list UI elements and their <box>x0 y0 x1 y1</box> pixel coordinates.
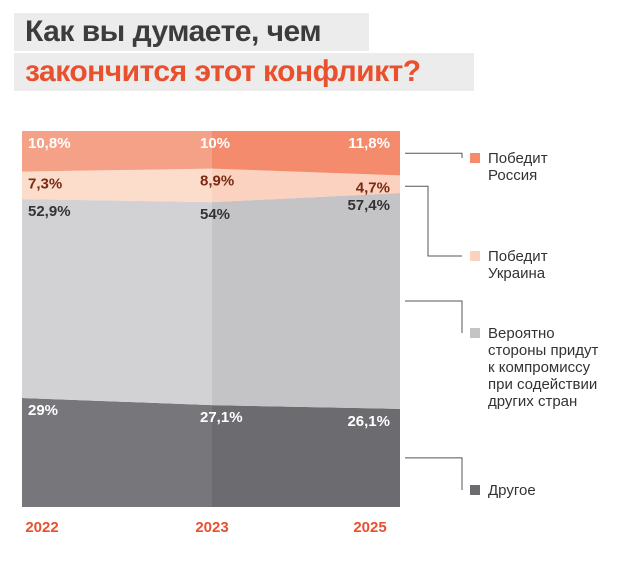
legend-leader-line-series-4 <box>405 152 463 158</box>
value-label-series-4-2023: 10% <box>200 135 230 152</box>
series-4-band-right <box>212 131 400 176</box>
legend-swatch-series-4 <box>470 153 480 163</box>
legend-label-series-3-line-1: Победит <box>488 248 548 265</box>
legend-swatch-series-1 <box>470 485 480 495</box>
legend-leader-line-series-2 <box>405 300 463 333</box>
legend-label-series-4-line-1: Победит <box>488 150 548 167</box>
value-label-series-1-2022: 29% <box>28 402 58 419</box>
value-label-series-4-2025: 11,8% <box>348 135 390 152</box>
value-label-series-2-2023: 54% <box>200 206 230 223</box>
legend-label-series-3-line-2: Украина <box>488 265 546 282</box>
value-label-series-2-2025: 57,4% <box>347 197 390 214</box>
legend-swatch-series-3 <box>470 251 480 261</box>
legend-label-series-2-line-1: Вероятно <box>488 325 555 342</box>
legend-leader-line-series-3 <box>405 185 462 257</box>
series-1-band-left <box>22 398 212 507</box>
value-label-series-3-2025: 4,7% <box>356 179 390 196</box>
legend-label-series-1-line-1: Другое <box>488 482 536 499</box>
x-tick-label-2025: 2025 <box>353 519 386 536</box>
series-3-band-left <box>22 168 212 203</box>
value-label-series-3-2023: 8,9% <box>200 173 234 190</box>
legend-leader-line-series-1 <box>405 457 463 490</box>
legend-swatch-series-2 <box>470 328 480 338</box>
series-3-band-right <box>212 168 400 203</box>
series-2-band-right <box>212 193 400 409</box>
x-tick-label-2022: 2022 <box>25 519 58 536</box>
title-background-1 <box>14 13 369 51</box>
legend-label-series-2-line-4: при содействии <box>488 376 597 393</box>
value-label-series-1-2023: 27,1% <box>200 409 243 426</box>
legend-label-series-2-line-5: других стран <box>488 393 577 410</box>
series-2-band-left <box>22 199 212 406</box>
x-tick-label-2023: 2023 <box>195 519 228 536</box>
value-label-series-2-2022: 52,9% <box>28 203 71 220</box>
value-label-series-1-2025: 26,1% <box>347 413 390 430</box>
title-background-2 <box>14 53 474 91</box>
legend-label-series-2-line-2: стороны придут <box>488 342 599 359</box>
series-4-band-left <box>22 131 212 172</box>
legend-label-series-2-line-3: к компромиссу <box>488 359 591 376</box>
value-label-series-3-2022: 7,3% <box>28 176 62 193</box>
series-1-band-right <box>212 405 400 507</box>
chart-title-line-2: закончится этот конфликт? <box>25 55 421 88</box>
value-label-series-4-2022: 10,8% <box>28 135 71 152</box>
legend-label-series-4-line-2: Россия <box>488 167 537 184</box>
chart-title-line-1: Как вы думаете, чем <box>25 15 322 48</box>
